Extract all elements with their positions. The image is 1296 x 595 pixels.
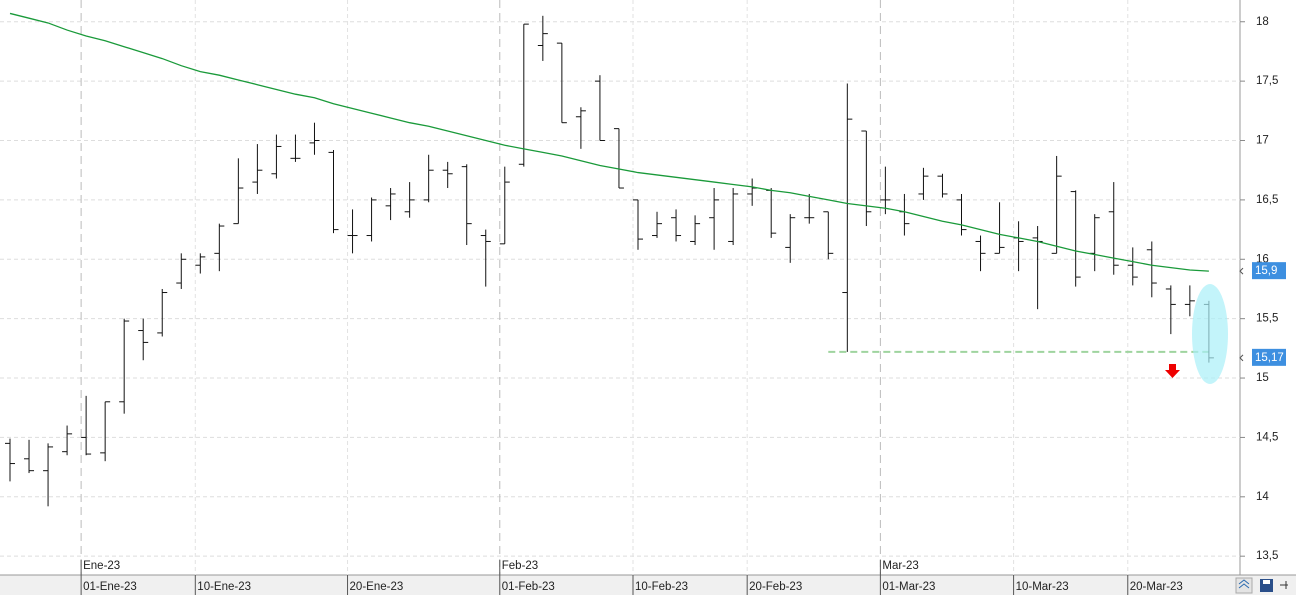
price-pointer [1239,267,1244,275]
month-label: Feb-23 [502,560,538,572]
y-tick-label: 17 [1256,135,1269,147]
x-tick-label: 20-Feb-23 [749,581,802,593]
price-label-box [1252,262,1286,280]
month-label: Ene-23 [83,560,120,572]
price-pointer [1239,354,1244,362]
x-tick-label: 20-Ene-23 [350,581,404,593]
y-tick-label: 16,5 [1256,194,1278,206]
price-label: 15,17 [1255,352,1284,364]
y-tick-label: 15 [1256,372,1269,384]
highlight-ellipse [1192,284,1228,384]
x-axis-band [0,575,1296,595]
save-icon [1263,580,1270,584]
price-label: 15,9 [1255,265,1277,277]
x-tick-label: 10-Ene-23 [197,581,251,593]
zoom-button[interactable] [1235,577,1253,594]
x-tick-label: 10-Mar-23 [1016,581,1069,593]
y-tick-label: 15,5 [1256,313,1278,325]
x-tick-label: 20-Mar-23 [1130,581,1183,593]
x-tick-label: 01-Ene-23 [83,581,137,593]
down-arrow [1165,364,1180,378]
x-tick-label: 01-Feb-23 [502,581,555,593]
y-tick-label: 13,5 [1256,550,1278,562]
y-tick-label: 14 [1256,491,1269,503]
y-tick-label: 18 [1256,16,1269,28]
y-tick-label: 17,5 [1256,75,1278,87]
month-label: Mar-23 [882,560,918,572]
moving-average [9,12,1209,272]
zoom-icon [1238,579,1250,589]
price-label-box [1252,348,1286,366]
x-tick-label: 01-Mar-23 [882,581,935,593]
y-tick-label: 14,5 [1256,431,1278,443]
pin-button[interactable] [1280,581,1288,589]
x-tick-label: 10-Feb-23 [635,581,688,593]
